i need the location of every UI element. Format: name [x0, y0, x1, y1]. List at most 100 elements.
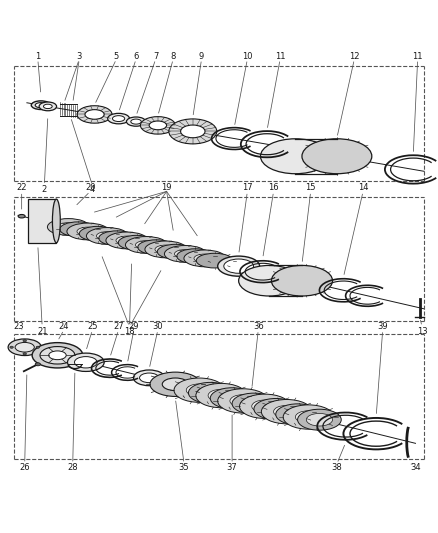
Ellipse shape — [31, 101, 50, 109]
Ellipse shape — [261, 400, 312, 424]
Text: 6: 6 — [133, 52, 139, 61]
Ellipse shape — [239, 265, 300, 296]
Text: 28: 28 — [67, 463, 78, 472]
Text: 1: 1 — [35, 52, 40, 61]
Text: 39: 39 — [378, 322, 388, 331]
Ellipse shape — [85, 110, 104, 119]
Ellipse shape — [74, 357, 97, 368]
Text: 36: 36 — [253, 322, 264, 331]
Ellipse shape — [127, 117, 146, 126]
Ellipse shape — [186, 384, 212, 397]
Ellipse shape — [218, 389, 268, 413]
Ellipse shape — [276, 404, 319, 425]
Ellipse shape — [135, 240, 157, 249]
Text: 8: 8 — [170, 52, 176, 61]
Ellipse shape — [302, 139, 372, 174]
Ellipse shape — [285, 408, 311, 421]
Ellipse shape — [261, 139, 330, 174]
Ellipse shape — [184, 250, 226, 266]
Ellipse shape — [272, 265, 332, 296]
Text: 18: 18 — [124, 327, 135, 336]
Ellipse shape — [218, 256, 260, 276]
Ellipse shape — [194, 254, 216, 263]
Text: 21: 21 — [37, 327, 47, 336]
Ellipse shape — [210, 387, 254, 409]
Ellipse shape — [196, 383, 247, 408]
Ellipse shape — [208, 389, 234, 402]
Text: 37: 37 — [227, 463, 237, 472]
Ellipse shape — [254, 399, 297, 419]
Text: 13: 13 — [417, 327, 427, 336]
Text: 3: 3 — [77, 52, 82, 61]
Text: 14: 14 — [358, 183, 368, 192]
Ellipse shape — [116, 236, 138, 245]
Ellipse shape — [196, 253, 233, 268]
Ellipse shape — [230, 394, 256, 407]
Text: 5: 5 — [114, 52, 119, 61]
Text: 17: 17 — [242, 183, 253, 192]
Ellipse shape — [35, 103, 46, 108]
Ellipse shape — [106, 232, 148, 249]
Ellipse shape — [77, 227, 99, 236]
Ellipse shape — [155, 245, 177, 254]
Ellipse shape — [18, 214, 25, 218]
Ellipse shape — [8, 339, 41, 356]
Text: 4: 4 — [90, 185, 95, 194]
Text: 19: 19 — [161, 183, 172, 192]
Text: 27: 27 — [113, 322, 124, 331]
Ellipse shape — [252, 400, 278, 413]
Text: 11: 11 — [275, 52, 286, 61]
Text: 9: 9 — [199, 52, 204, 61]
Ellipse shape — [140, 373, 159, 383]
Ellipse shape — [174, 378, 225, 402]
Ellipse shape — [57, 223, 79, 231]
Text: 23: 23 — [14, 322, 25, 331]
Ellipse shape — [164, 246, 206, 262]
Ellipse shape — [39, 102, 57, 111]
Ellipse shape — [32, 343, 83, 368]
Ellipse shape — [188, 382, 232, 403]
Text: 7: 7 — [153, 52, 159, 61]
Text: 25: 25 — [87, 322, 98, 331]
Ellipse shape — [232, 393, 276, 414]
Text: 35: 35 — [179, 463, 189, 472]
Ellipse shape — [67, 223, 109, 240]
Ellipse shape — [49, 351, 66, 360]
Ellipse shape — [36, 346, 39, 349]
Text: 16: 16 — [268, 183, 279, 192]
Ellipse shape — [197, 386, 223, 399]
Text: 20: 20 — [85, 183, 95, 192]
Ellipse shape — [240, 394, 290, 418]
Ellipse shape — [174, 249, 196, 259]
Text: 24: 24 — [59, 322, 69, 331]
Ellipse shape — [23, 353, 26, 355]
Ellipse shape — [79, 227, 116, 241]
Ellipse shape — [53, 199, 60, 243]
Ellipse shape — [169, 119, 217, 144]
Ellipse shape — [15, 342, 34, 352]
Ellipse shape — [125, 237, 167, 253]
Ellipse shape — [60, 222, 96, 237]
FancyBboxPatch shape — [28, 199, 57, 243]
Ellipse shape — [86, 228, 128, 244]
Ellipse shape — [149, 121, 166, 130]
Ellipse shape — [141, 117, 175, 134]
Ellipse shape — [150, 372, 201, 397]
Ellipse shape — [118, 236, 155, 250]
Text: 11: 11 — [413, 52, 423, 61]
Ellipse shape — [40, 346, 75, 364]
Ellipse shape — [180, 125, 205, 138]
Text: 29: 29 — [129, 322, 139, 331]
Ellipse shape — [177, 249, 213, 263]
Ellipse shape — [274, 406, 300, 418]
Ellipse shape — [108, 114, 130, 124]
Ellipse shape — [157, 244, 194, 259]
Ellipse shape — [263, 403, 289, 415]
Ellipse shape — [306, 414, 332, 426]
Ellipse shape — [35, 363, 40, 366]
Text: 22: 22 — [16, 183, 27, 192]
Ellipse shape — [145, 241, 187, 258]
Ellipse shape — [96, 231, 118, 240]
Text: 34: 34 — [410, 463, 421, 472]
Text: 10: 10 — [242, 52, 253, 61]
